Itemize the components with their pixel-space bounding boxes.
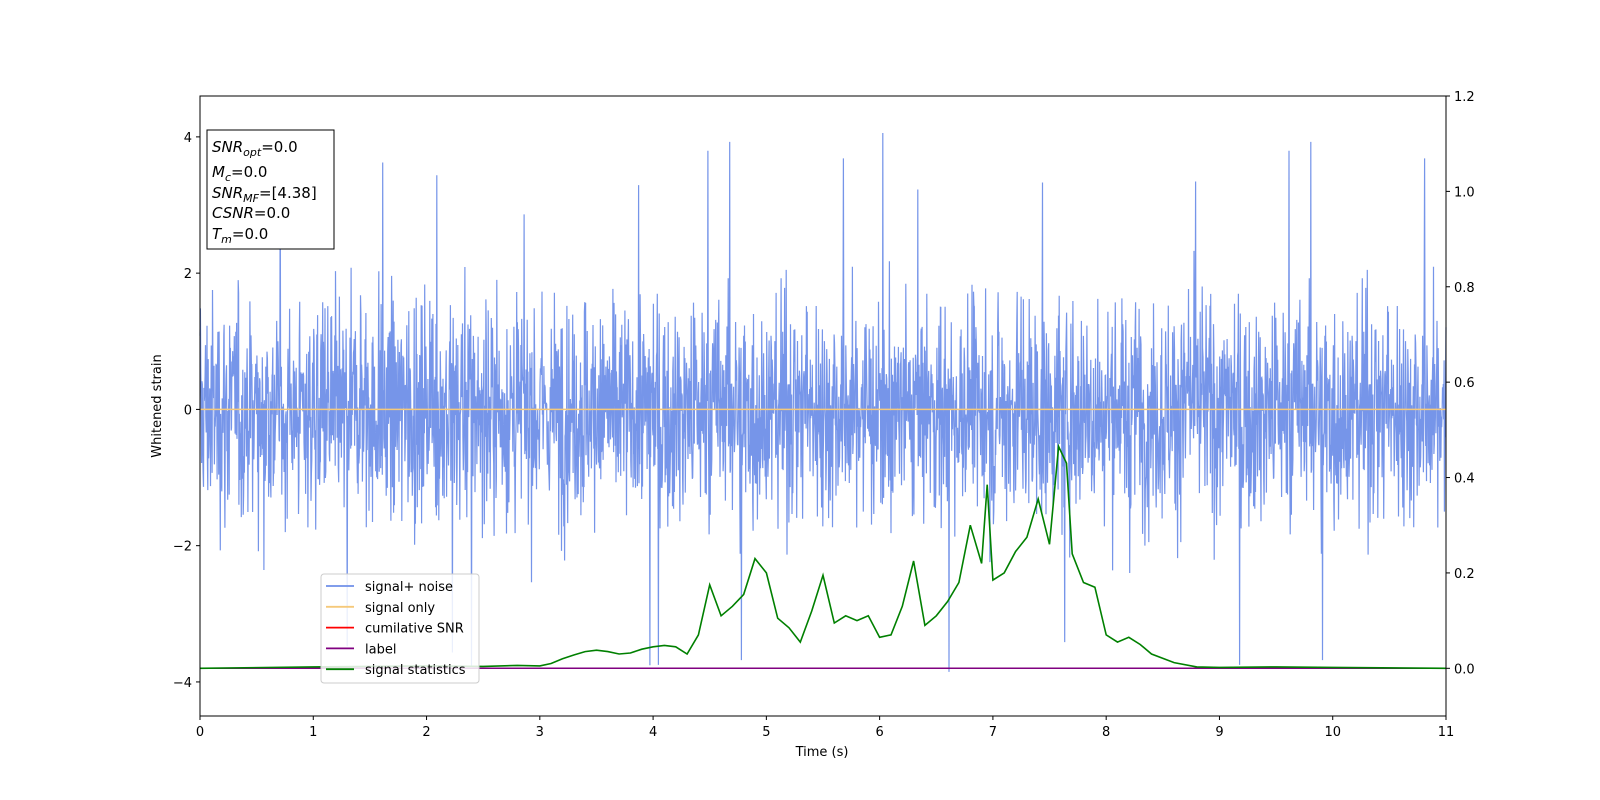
x-tick-label: 10 xyxy=(1324,725,1341,740)
info-box-line: SNRMF=[4.38] xyxy=(212,184,317,205)
left-y-tick-label: 0 xyxy=(184,403,192,418)
info-value: =0.0 xyxy=(231,163,267,181)
info-subscript: opt xyxy=(243,146,262,159)
info-value: =0.0 xyxy=(261,138,297,156)
info-box: SNRopt=0.0Mc=0.0SNRMF=[4.38]CSNR=0.0Tm=0… xyxy=(206,129,335,250)
info-symbol: SNR xyxy=(212,184,243,202)
right-y-tick-label: 0.0 xyxy=(1454,662,1475,677)
left-y-tick-label: −2 xyxy=(173,540,192,555)
legend-label: label xyxy=(365,642,396,657)
left-y-axis-ticks: −4 −2 0 2 4 xyxy=(173,131,200,691)
legend-items: signal+ noise signal only cumilative SNR la… xyxy=(326,580,466,678)
right-y-tick-label: 0.6 xyxy=(1454,376,1475,391)
x-tick-label: 0 xyxy=(196,725,204,740)
x-tick-label: 5 xyxy=(762,725,770,740)
info-box-frame xyxy=(206,129,335,250)
info-subscript: c xyxy=(225,171,231,184)
x-axis-ticks: 0 1 2 3 4 5 6 7 8 9 10 11 xyxy=(196,716,1454,740)
x-tick-label: 6 xyxy=(875,725,883,740)
x-tick-label: 8 xyxy=(1102,725,1110,740)
legend-label: cumilative SNR xyxy=(365,622,464,637)
info-box-line: SNRopt=0.0 xyxy=(212,138,298,159)
x-tick-label: 3 xyxy=(536,725,544,740)
info-box-line: Mc=0.0 xyxy=(212,163,267,184)
left-y-tick-label: −4 xyxy=(173,676,192,691)
info-symbol: T xyxy=(212,225,223,243)
legend-label: signal+ noise xyxy=(365,580,453,595)
x-axis-label: Time (s) xyxy=(795,745,849,760)
left-y-tick-label: 2 xyxy=(184,267,192,282)
info-symbol: SNR xyxy=(212,138,243,156)
info-box-line: Tm=0.0 xyxy=(212,225,268,246)
info-subscript: m xyxy=(221,233,232,246)
legend-label: signal only xyxy=(365,601,435,616)
x-tick-label: 1 xyxy=(309,725,317,740)
info-box-line: CSNR=0.0 xyxy=(212,204,290,222)
right-y-tick-label: 0.8 xyxy=(1454,281,1475,296)
plot-area-frame xyxy=(199,95,1447,717)
x-tick-label: 11 xyxy=(1438,725,1455,740)
x-tick-label: 7 xyxy=(989,725,997,740)
legend: signal+ noise signal only cumilative SNR la… xyxy=(320,573,480,684)
right-y-tick-label: 1.2 xyxy=(1454,90,1475,105)
x-tick-label: 9 xyxy=(1215,725,1223,740)
info-value: =[4.38] xyxy=(259,184,317,202)
left-y-tick-label: 4 xyxy=(184,131,192,146)
signal-noise-series xyxy=(199,132,1447,672)
info-value: =0.0 xyxy=(254,204,290,222)
info-box-lines: SNRopt=0.0Mc=0.0SNRMF=[4.38]CSNR=0.0Tm=0… xyxy=(212,138,317,246)
signal-noise-line xyxy=(199,132,1447,672)
legend-frame xyxy=(320,573,480,684)
y-axis-label: Whitened strain xyxy=(150,354,165,457)
x-tick-label: 4 xyxy=(649,725,657,740)
right-y-tick-label: 0.4 xyxy=(1454,472,1475,487)
signal-statistics-line xyxy=(199,443,1447,670)
info-symbol: M xyxy=(212,163,225,181)
x-tick-label: 2 xyxy=(422,725,430,740)
legend-label: signal statistics xyxy=(365,663,466,678)
info-symbol: CSNR xyxy=(212,204,254,222)
info-subscript: MF xyxy=(243,192,259,205)
right-y-axis-ticks: 0.0 0.2 0.4 0.6 0.8 1.0 1.2 xyxy=(1446,90,1475,677)
right-y-tick-label: 0.2 xyxy=(1454,567,1475,582)
info-value: =0.0 xyxy=(232,225,268,243)
right-y-tick-label: 1.0 xyxy=(1454,185,1475,200)
